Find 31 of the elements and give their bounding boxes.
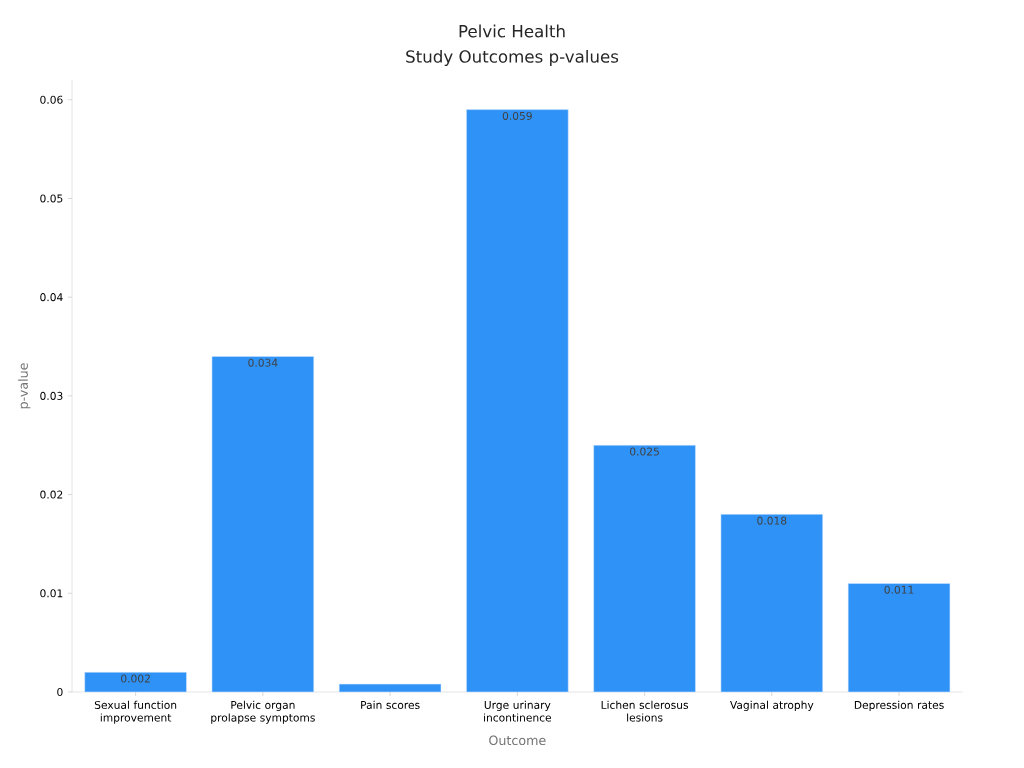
bar <box>466 109 569 693</box>
bar <box>593 444 696 693</box>
data-label: 0.059 <box>502 111 532 120</box>
chart-title: Pelvic Health <box>459 24 565 38</box>
x-axis-title: Outcome <box>489 735 546 746</box>
data-label: 0.002 <box>121 674 150 683</box>
bar <box>211 356 315 693</box>
y-tick-label: 0.03 <box>40 391 63 400</box>
y-tick-label: 0 <box>57 687 63 697</box>
bar <box>720 514 823 693</box>
x-tick-label: Pelvic organ prolapse symptoms <box>211 700 315 724</box>
y-tick-label: 0.02 <box>40 490 63 499</box>
y-axis-title: p-value <box>18 363 31 409</box>
data-label: 0.011 <box>884 585 914 594</box>
x-tick-label: Urge urinary incontinence <box>484 700 552 722</box>
x-tick-label: Sexual function improvement <box>94 700 177 724</box>
y-tick-label: 0.04 <box>40 293 63 302</box>
y-tick-label: 0.05 <box>40 194 63 203</box>
x-tick-label: Lichen sclerosus lesions <box>601 700 689 722</box>
data-label: 0.018 <box>757 516 787 525</box>
bar <box>847 583 951 693</box>
x-tick-label: Depression rates <box>854 700 944 712</box>
chart-subtitle: Study Outcomes p-values <box>406 49 619 67</box>
data-label: 0.025 <box>630 447 659 456</box>
y-tick-label: 0.06 <box>40 95 63 104</box>
x-tick-label: Pain scores <box>361 700 420 709</box>
y-tick-label: 0.01 <box>40 589 63 598</box>
x-tick-label: Vaginal atrophy <box>730 700 814 712</box>
bar <box>338 683 442 693</box>
bar <box>84 671 187 693</box>
data-label: 0.034 <box>248 358 278 367</box>
